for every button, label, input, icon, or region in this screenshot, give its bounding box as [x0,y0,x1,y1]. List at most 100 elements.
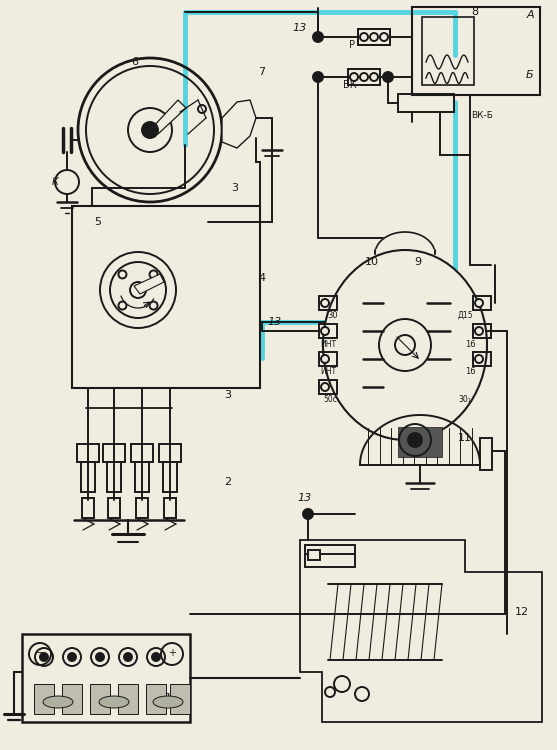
Text: 50с: 50с [323,395,337,404]
Circle shape [475,355,483,363]
Text: 8: 8 [471,7,478,17]
Bar [118,684,138,714]
Text: 10: 10 [365,257,379,267]
Bar [398,94,454,112]
Text: 30: 30 [328,310,338,320]
Text: 11: 11 [458,433,472,443]
Bar [159,444,181,462]
Text: 12: 12 [515,607,529,617]
Ellipse shape [99,696,129,708]
Bar [62,684,82,714]
Bar [131,444,153,462]
Bar [473,352,491,366]
Polygon shape [134,274,164,294]
Bar [319,352,337,366]
Bar [72,206,260,388]
Circle shape [152,653,160,661]
Polygon shape [151,100,186,134]
Text: Д15: Д15 [457,310,473,320]
Bar [480,438,492,470]
Bar [398,427,442,457]
Circle shape [360,33,368,41]
Bar [319,296,337,310]
Text: 13: 13 [268,317,282,327]
Bar [170,684,190,714]
Bar [163,462,177,492]
Text: ВК: ВК [343,80,357,90]
Text: 30₁: 30₁ [458,395,471,404]
Text: Р: Р [349,40,355,50]
Text: ─: ─ [36,648,42,658]
Bar [164,498,176,518]
Text: 2: 2 [224,477,232,487]
Bar [108,498,120,518]
Bar [107,462,121,492]
Circle shape [370,33,378,41]
Bar [348,69,380,85]
Circle shape [313,32,323,42]
Ellipse shape [153,696,183,708]
Bar [82,498,94,518]
Bar [473,296,491,310]
Circle shape [360,73,368,81]
Text: 9: 9 [414,257,422,267]
Circle shape [68,653,76,661]
Circle shape [303,509,313,519]
Text: 4: 4 [258,273,266,283]
Bar [412,7,540,95]
Text: 1: 1 [129,693,135,703]
Circle shape [475,299,483,307]
Circle shape [321,327,329,335]
Circle shape [370,73,378,81]
Text: +: + [168,648,176,658]
Bar [319,380,337,394]
Text: 7: 7 [258,67,266,77]
Polygon shape [300,540,542,722]
Polygon shape [222,100,256,148]
Bar [81,462,95,492]
Text: Б: Б [526,70,534,80]
Text: ИНТ: ИНТ [320,340,336,350]
Bar [358,29,390,45]
Bar [136,498,148,518]
Text: 13: 13 [293,23,307,33]
Circle shape [383,72,393,82]
Bar [77,444,99,462]
Circle shape [96,653,104,661]
Text: 16: 16 [465,368,475,376]
Text: 5: 5 [95,217,101,227]
Bar [308,550,320,560]
Bar [22,634,190,722]
Bar [473,324,491,338]
Circle shape [40,653,48,661]
Bar [34,684,54,714]
Circle shape [142,122,158,138]
Circle shape [350,73,358,81]
Bar [358,29,390,45]
Text: 3: 3 [232,183,238,193]
Text: 13: 13 [298,493,312,503]
Text: ВК-Б: ВК-Б [471,110,493,119]
Circle shape [313,72,323,82]
Text: А: А [526,10,534,20]
Circle shape [408,433,422,447]
Bar [305,545,355,567]
Circle shape [321,299,329,307]
Text: 3: 3 [224,390,232,400]
Bar [319,324,337,338]
Bar [90,684,110,714]
Ellipse shape [323,250,487,440]
Text: 16: 16 [465,340,475,350]
Polygon shape [376,232,434,248]
Circle shape [380,33,388,41]
Text: К: К [52,177,58,187]
Text: 6: 6 [131,57,139,67]
Circle shape [321,355,329,363]
Circle shape [321,383,329,391]
Circle shape [475,327,483,335]
Bar [103,444,125,462]
Ellipse shape [43,696,73,708]
Bar [422,17,474,85]
Circle shape [124,653,132,661]
Text: 14: 14 [165,693,179,703]
